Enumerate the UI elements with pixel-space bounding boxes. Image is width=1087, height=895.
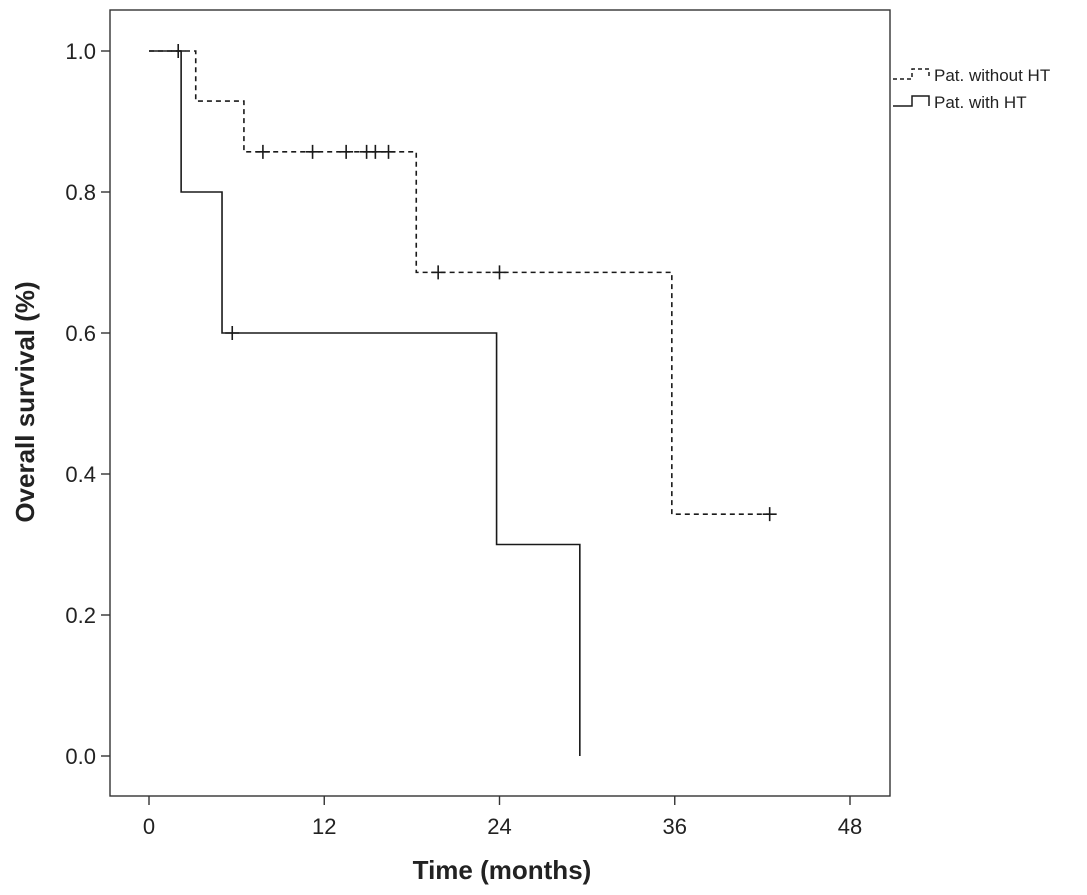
series-with-ht	[149, 50, 581, 756]
axes-layer: 0 12 24 36 48 0.0 0.2 0.4 0.6 0.8 1.0	[65, 39, 862, 839]
censor-mark	[492, 265, 507, 280]
series-without-ht	[149, 44, 777, 522]
legend: Pat. without HT Pat. with HT	[893, 66, 1050, 112]
y-tick-label: 0.0	[65, 744, 96, 769]
y-tick-label: 0.8	[65, 180, 96, 205]
y-axis-title: Overall survival (%)	[10, 281, 40, 522]
y-tick-label: 0.4	[65, 462, 96, 487]
censor-mark	[339, 144, 354, 159]
series-layer	[149, 44, 777, 756]
x-tick-label: 36	[663, 814, 687, 839]
survival-curve	[149, 50, 581, 756]
legend-label: Pat. with HT	[934, 93, 1027, 112]
censor-mark	[762, 507, 777, 522]
x-axis-title: Time (months)	[413, 855, 592, 885]
x-tick-label: 0	[143, 814, 155, 839]
x-tick-label: 48	[838, 814, 862, 839]
legend-label: Pat. without HT	[934, 66, 1050, 85]
censor-mark	[225, 326, 240, 340]
censor-mark	[305, 144, 320, 159]
x-tick-label: 24	[487, 814, 511, 839]
legend-swatch	[893, 95, 930, 107]
plot-frame	[109, 9, 891, 797]
x-tick-label: 12	[312, 814, 336, 839]
y-tick-label: 1.0	[65, 39, 96, 64]
y-tick-label: 0.6	[65, 321, 96, 346]
survival-curve	[149, 50, 770, 515]
censor-mark	[368, 144, 383, 159]
legend-swatch	[893, 68, 930, 80]
y-tick-label: 0.2	[65, 603, 96, 628]
legend-item: Pat. with HT	[893, 93, 1027, 112]
legend-item: Pat. without HT	[893, 66, 1050, 85]
censor-mark	[381, 144, 396, 159]
censor-mark	[255, 144, 270, 159]
censor-mark	[431, 265, 446, 280]
